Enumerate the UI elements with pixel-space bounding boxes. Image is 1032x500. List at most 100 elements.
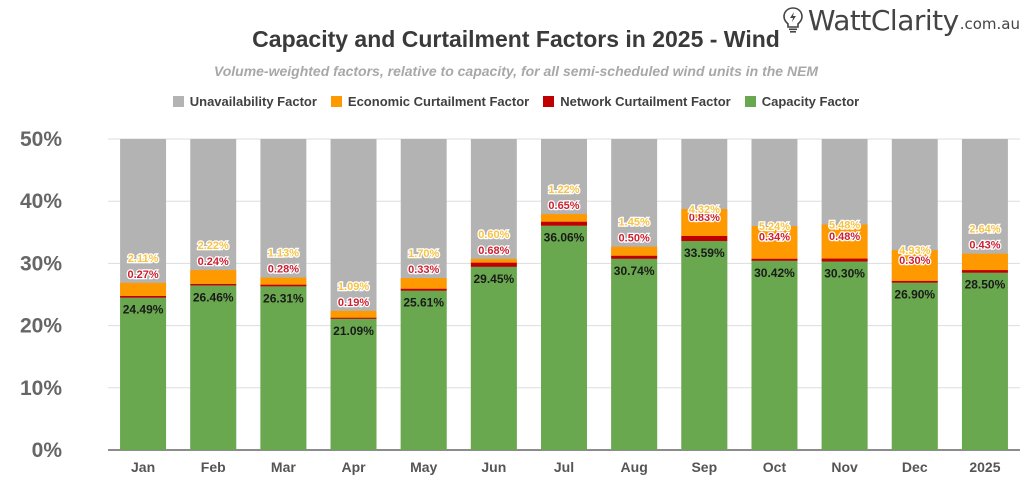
data-label-capacity: 26.90% bbox=[894, 288, 935, 302]
data-label-economic: 1.13% bbox=[268, 248, 299, 260]
bar-segment-network bbox=[681, 235, 728, 242]
data-label-network: 0.65% bbox=[548, 200, 579, 212]
wattclarity-logo: WattClarity .com.au bbox=[782, 4, 1020, 37]
data-label-economic: 1.09% bbox=[338, 281, 369, 293]
bar-segment-capacity bbox=[470, 266, 517, 450]
data-label-network: 0.83% bbox=[689, 212, 720, 224]
data-label-network: 0.28% bbox=[268, 264, 299, 276]
data-label-network: 0.27% bbox=[127, 269, 158, 281]
bar-segment-capacity bbox=[190, 285, 237, 450]
data-label-network: 0.68% bbox=[478, 245, 509, 257]
bar-segment-network bbox=[821, 258, 868, 262]
x-tick-label: Mar bbox=[271, 459, 296, 475]
data-label-capacity: 24.49% bbox=[123, 303, 164, 317]
x-tick-label: Feb bbox=[201, 459, 226, 475]
bar-segment-network bbox=[260, 284, 307, 287]
bar-segment-economic bbox=[751, 226, 798, 259]
bar-segment-network bbox=[470, 262, 517, 267]
bar-segment-economic bbox=[260, 277, 307, 285]
bar-segment-economic bbox=[541, 214, 587, 222]
y-tick-label: 40% bbox=[20, 190, 62, 213]
x-tick-label: Nov bbox=[831, 459, 858, 475]
chart-legend: Unavailability Factor Economic Curtailme… bbox=[0, 94, 1032, 109]
bar-segment-capacity bbox=[751, 260, 798, 450]
x-tick-label: Apr bbox=[341, 459, 366, 475]
legend-swatch-network bbox=[543, 96, 555, 107]
data-label-network: 0.33% bbox=[408, 264, 439, 276]
y-tick-label: 50% bbox=[20, 128, 62, 151]
x-tick-label: Jan bbox=[131, 459, 155, 475]
data-label-economic: 0.60% bbox=[478, 229, 509, 241]
data-label-network: 0.48% bbox=[829, 231, 860, 243]
chart-title: Capacity and Curtailment Factors in 2025… bbox=[252, 26, 780, 52]
bar-segment-economic bbox=[470, 258, 517, 263]
bar-segment-economic bbox=[190, 270, 237, 284]
y-tick-label: 30% bbox=[20, 252, 62, 275]
data-label-economic: 2.11% bbox=[128, 253, 159, 265]
data-label-capacity: 33.59% bbox=[684, 246, 725, 260]
data-label-economic: 1.70% bbox=[408, 248, 439, 260]
bar-segment-economic bbox=[681, 209, 728, 236]
bar-segment-network bbox=[400, 288, 447, 291]
bar-segment-capacity bbox=[120, 297, 167, 450]
bar-segment-capacity bbox=[541, 225, 587, 450]
bar-segment-network bbox=[891, 280, 938, 283]
bar-segment-capacity bbox=[260, 286, 307, 450]
data-label-capacity: 26.46% bbox=[193, 290, 234, 304]
data-label-capacity: 25.61% bbox=[403, 296, 444, 310]
bar-segment-capacity bbox=[611, 258, 658, 450]
bar-segment-network bbox=[541, 221, 587, 226]
data-label-economic: 1.22% bbox=[548, 184, 579, 196]
bar-segment-capacity bbox=[681, 241, 728, 450]
data-label-capacity: 30.30% bbox=[824, 267, 865, 281]
legend-item-unavailability: Unavailability Factor bbox=[172, 94, 317, 109]
data-label-economic: 5.24% bbox=[759, 221, 790, 233]
bar-segment-capacity bbox=[961, 272, 1008, 450]
bar-segment-capacity bbox=[330, 318, 377, 450]
logo-brand: WattClarity bbox=[807, 4, 959, 37]
bar-segment-economic bbox=[961, 253, 1008, 271]
data-label-network: 0.24% bbox=[198, 256, 229, 268]
data-label-capacity: 21.09% bbox=[333, 324, 374, 338]
bar-segment-economic bbox=[821, 224, 868, 259]
chart-subtitle: Volume-weighted factors, relative to cap… bbox=[213, 63, 819, 79]
bar-segment-economic bbox=[891, 250, 938, 281]
data-label-economic: 1.45% bbox=[619, 217, 650, 229]
data-label-economic: 5.48% bbox=[829, 219, 860, 231]
bar-segment-capacity bbox=[821, 261, 868, 450]
legend-swatch-unavailability bbox=[172, 96, 184, 107]
x-tick-label: Dec bbox=[902, 459, 928, 475]
y-tick-label: 10% bbox=[20, 377, 62, 400]
bar-segment-capacity bbox=[400, 290, 447, 450]
legend-item-capacity: Capacity Factor bbox=[744, 94, 859, 109]
data-label-network: 0.43% bbox=[969, 240, 1000, 252]
data-label-network: 0.50% bbox=[619, 233, 650, 245]
bar-segment-network bbox=[611, 255, 658, 259]
legend-swatch-capacity bbox=[744, 96, 756, 107]
legend-item-economic: Economic Curtailment Factor bbox=[330, 94, 530, 109]
bar-segment-network bbox=[961, 270, 1008, 273]
bar-segment-network bbox=[330, 317, 377, 319]
x-tick-label: Jun bbox=[481, 459, 506, 475]
bar-segment-capacity bbox=[891, 282, 938, 450]
legend-item-network: Network Curtailment Factor bbox=[543, 94, 731, 109]
logo-tld: .com.au bbox=[959, 15, 1020, 33]
data-label-economic: 2.22% bbox=[198, 240, 229, 252]
data-label-capacity: 30.74% bbox=[614, 264, 655, 278]
data-label-network: 0.34% bbox=[759, 232, 790, 244]
y-tick-label: 20% bbox=[20, 315, 62, 338]
x-tick-label: Oct bbox=[763, 459, 787, 475]
data-label-capacity: 26.31% bbox=[263, 291, 304, 305]
data-label-economic: 4.93% bbox=[899, 245, 930, 257]
lightbulb-bolt-icon bbox=[783, 7, 803, 33]
x-tick-label: May bbox=[410, 459, 437, 475]
data-label-network: 0.30% bbox=[899, 255, 930, 267]
legend-swatch-economic bbox=[330, 96, 342, 107]
y-tick-label: 0% bbox=[32, 439, 63, 462]
bar-segment-network bbox=[120, 295, 167, 298]
legend-label: Economic Curtailment Factor bbox=[347, 94, 530, 109]
data-label-capacity: 28.50% bbox=[965, 278, 1006, 292]
x-tick-label: Aug bbox=[621, 459, 648, 475]
bar-segment-economic bbox=[611, 246, 658, 256]
